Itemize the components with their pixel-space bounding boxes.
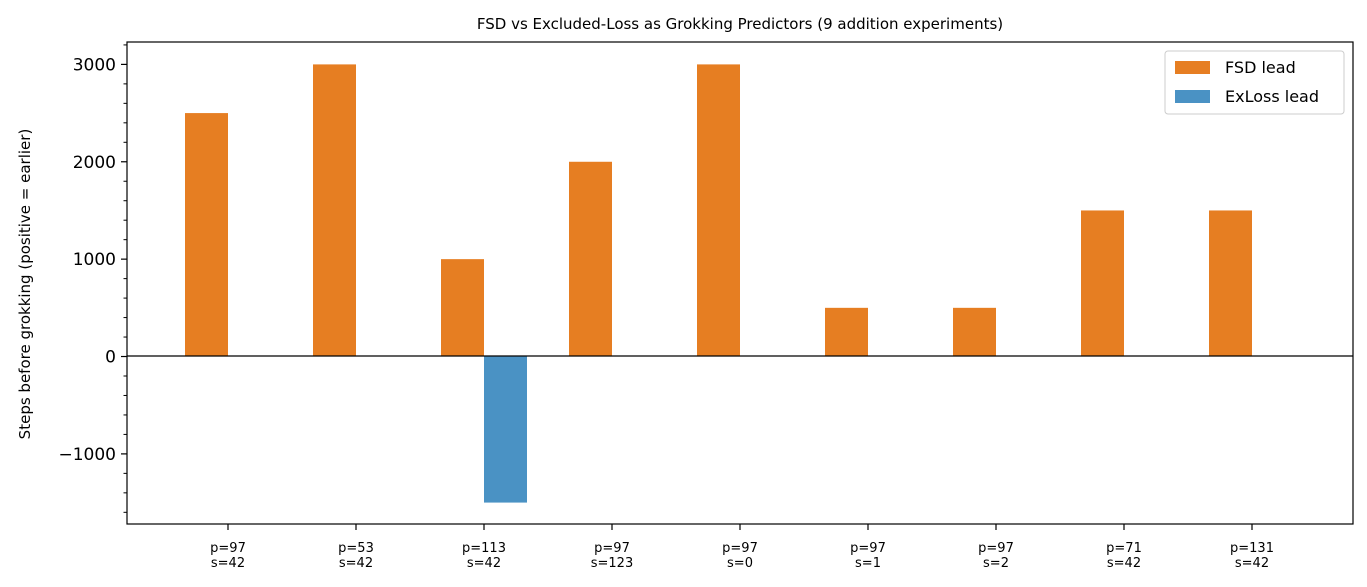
x-tick-label: p=131 xyxy=(1230,541,1274,556)
x-tick-label: p=113 xyxy=(462,541,506,556)
y-tick-label: 0 xyxy=(105,348,116,368)
x-tick-label: s=42 xyxy=(211,556,245,571)
x-tick-label: s=42 xyxy=(339,556,373,571)
bar-fsd-5 xyxy=(825,307,868,357)
x-tick-label: s=42 xyxy=(1235,556,1269,571)
x-tick-label: s=0 xyxy=(727,556,753,571)
y-tick-label: 2000 xyxy=(73,153,116,173)
x-tick-label: s=2 xyxy=(983,556,1009,571)
bar-fsd-3 xyxy=(569,161,612,357)
bar-exloss-2 xyxy=(484,356,527,503)
chart-title: FSD vs Excluded-Loss as Grokking Predict… xyxy=(477,15,1003,33)
legend: FSD lead ExLoss lead xyxy=(1164,50,1345,115)
x-tick-label: p=97 xyxy=(722,541,758,556)
bar-fsd-0 xyxy=(185,113,228,357)
x-tick-label: p=53 xyxy=(338,541,374,556)
x-tick-label: p=97 xyxy=(594,541,630,556)
y-axis-label: Steps before grokking (positive = earlie… xyxy=(16,129,34,440)
x-tick-label: p=71 xyxy=(1106,541,1142,556)
legend-label-fsd: FSD lead xyxy=(1225,58,1296,77)
x-tick-label: s=1 xyxy=(855,556,881,571)
y-tick-label: 3000 xyxy=(73,55,116,75)
bar-fsd-6 xyxy=(953,307,996,357)
plot-frame xyxy=(126,41,1354,525)
bar-fsd-1 xyxy=(313,64,356,357)
legend-swatch-exloss xyxy=(1175,90,1210,103)
legend-label-exloss: ExLoss lead xyxy=(1225,87,1319,106)
x-tick-label: p=97 xyxy=(850,541,886,556)
x-tick-label: s=42 xyxy=(467,556,501,571)
x-tick-label: p=97 xyxy=(210,541,246,556)
bar-fsd-8 xyxy=(1209,210,1252,357)
bar-fsd-2 xyxy=(441,259,484,357)
x-axis-ticks: p=97s=42p=53s=42p=113s=42p=97s=123p=97s=… xyxy=(210,524,1274,571)
x-tick-label: s=42 xyxy=(1107,556,1141,571)
bar-fsd-7 xyxy=(1081,210,1124,357)
bar-fsd-4 xyxy=(697,64,740,357)
legend-swatch-fsd xyxy=(1175,61,1210,74)
y-axis-ticks: −1000 0 1000 2000 3000 xyxy=(58,44,127,513)
y-tick-label: 1000 xyxy=(73,250,116,270)
y-tick-label: −1000 xyxy=(58,445,116,465)
bars-layer xyxy=(185,64,1252,503)
x-tick-label: s=123 xyxy=(591,556,633,571)
x-tick-label: p=97 xyxy=(978,541,1014,556)
